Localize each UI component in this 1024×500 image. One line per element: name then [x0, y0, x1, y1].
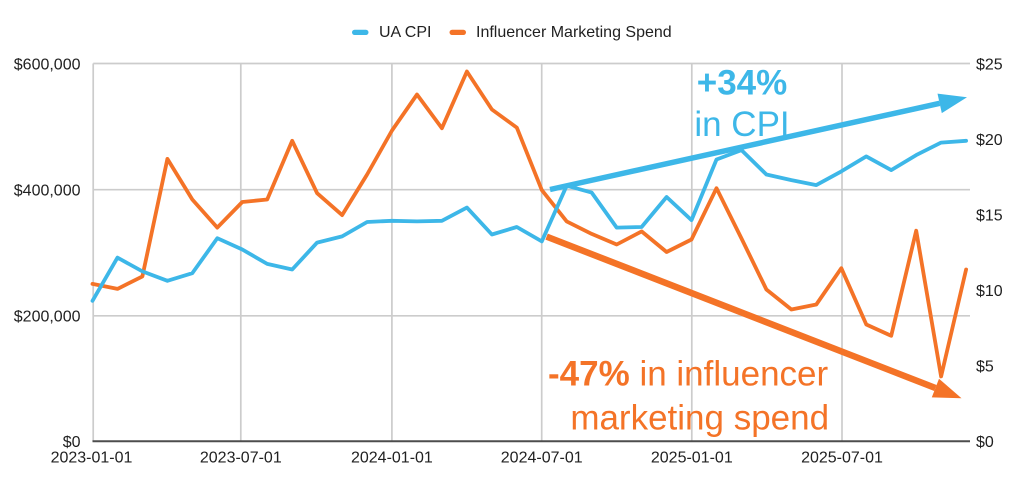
- svg-text:2025-01-01: 2025-01-01: [651, 450, 733, 467]
- svg-text:2023-01-01: 2023-01-01: [51, 450, 133, 467]
- svg-text:$0: $0: [976, 434, 994, 451]
- svg-text:$600,000: $600,000: [14, 56, 81, 73]
- svg-text:2025-07-01: 2025-07-01: [801, 450, 883, 467]
- svg-text:UA CPI: UA CPI: [379, 24, 431, 41]
- svg-text:$400,000: $400,000: [14, 183, 81, 200]
- svg-text:$15: $15: [976, 208, 1003, 225]
- svg-text:2024-07-01: 2024-07-01: [501, 450, 583, 467]
- svg-text:-47% in influencer: -47% in influencer: [548, 355, 829, 394]
- svg-text:$5: $5: [976, 359, 994, 376]
- svg-text:in CPI: in CPI: [694, 105, 789, 144]
- svg-text:$20: $20: [976, 132, 1003, 149]
- svg-text:2024-01-01: 2024-01-01: [351, 450, 433, 467]
- svg-text:$10: $10: [976, 283, 1003, 300]
- svg-text:Influencer Marketing Spend: Influencer Marketing Spend: [476, 24, 672, 41]
- svg-text:$200,000: $200,000: [14, 309, 81, 326]
- svg-text:+34%: +34%: [697, 64, 788, 103]
- svg-text:2023-07-01: 2023-07-01: [200, 450, 282, 467]
- svg-text:$25: $25: [976, 56, 1003, 73]
- svg-text:$0: $0: [63, 434, 81, 451]
- svg-text:marketing spend: marketing spend: [570, 399, 829, 438]
